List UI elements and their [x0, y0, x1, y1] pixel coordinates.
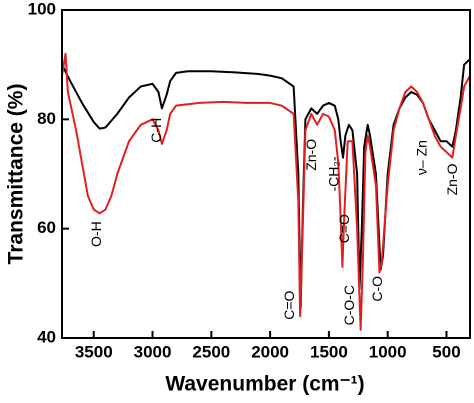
- series-line: [61, 52, 471, 331]
- annotation: C-O: [369, 276, 385, 302]
- annotation: C=O: [336, 214, 352, 243]
- x-tick-label: 1000: [369, 342, 407, 361]
- plot-frame: [61, 9, 471, 339]
- annotation: -CH₂-: [325, 156, 341, 191]
- annotation: C-O-C: [341, 285, 357, 325]
- x-tick-label: 3500: [75, 342, 113, 361]
- x-tick-label: 2000: [251, 342, 289, 361]
- x-tick-label: 500: [432, 342, 460, 361]
- annotation: O-H: [88, 221, 104, 247]
- annotation: C-H: [148, 118, 164, 143]
- x-tick-label: 2500: [192, 342, 230, 361]
- y-tick-label: 80: [37, 109, 56, 128]
- annotation: C=O: [281, 291, 297, 320]
- series-line: [61, 58, 471, 309]
- x-tick-label: 3000: [134, 342, 172, 361]
- annotation: Zn-O: [303, 139, 319, 171]
- annotation: ν– Zn: [414, 140, 430, 175]
- x-tick-label: 1500: [310, 342, 348, 361]
- y-tick-label: 100: [28, 0, 56, 18]
- y-axis-label: Transmittance (%): [5, 84, 28, 265]
- annotation: Zn-O: [444, 163, 460, 195]
- y-tick-label: 60: [37, 218, 56, 237]
- y-tick-label: 40: [37, 327, 56, 346]
- x-axis-label: Wavenumber (cm⁻¹): [165, 373, 364, 396]
